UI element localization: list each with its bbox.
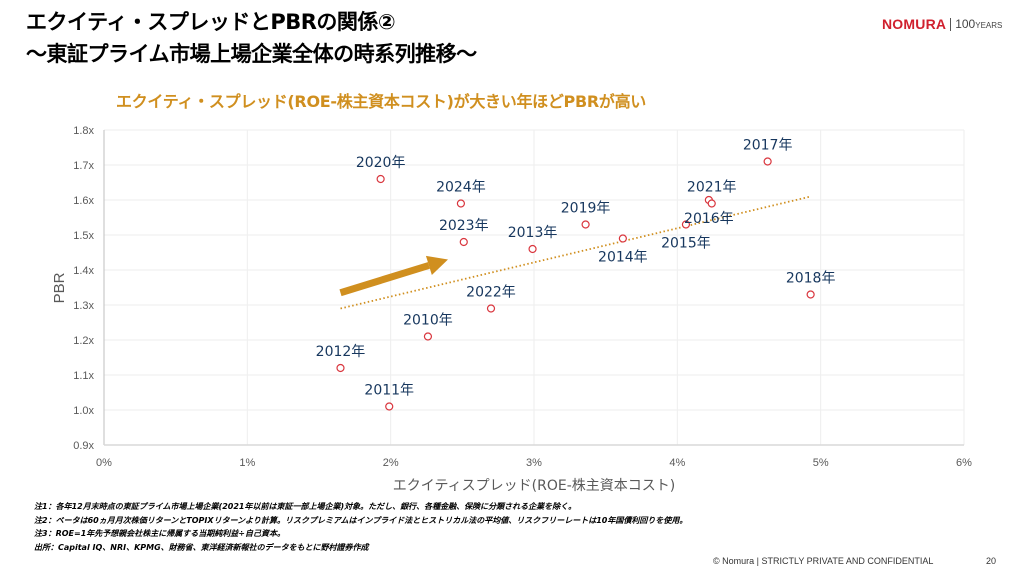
trendline-path xyxy=(340,195,811,310)
confidential-notice: © Nomura | STRICTLY PRIVATE AND CONFIDEN… xyxy=(713,556,934,566)
note-3: 注3：ROE=1年先予想親会社株主に帰属する当期純利益÷自己資本。 xyxy=(34,529,285,538)
page-title-line2: ～東証プライム市場上場企業全体の時系列推移～ xyxy=(26,42,477,66)
footnotes: 注1：各年12月末時点の東証プライム市場上場企業(2021年以前は東証一部上場企… xyxy=(34,500,687,554)
chart-axes xyxy=(103,130,964,446)
y-tick-label: 1.4x xyxy=(73,265,94,277)
y-tick-label: 1.7x xyxy=(73,160,94,172)
y-tick-label: 1.3x xyxy=(73,300,94,312)
point-label: 2016年 xyxy=(684,211,734,227)
point-label: 2019年 xyxy=(561,201,611,217)
trend-arrow-icon xyxy=(339,255,448,297)
point-label: 2022年 xyxy=(466,285,516,301)
arrow-head xyxy=(425,255,448,275)
data-point xyxy=(528,244,537,254)
logo-years-word: YEARS xyxy=(975,21,1003,30)
y-tick-label: 1.6x xyxy=(73,195,94,207)
point-label: 2010年 xyxy=(403,313,453,329)
data-point xyxy=(459,237,468,247)
page-number: 20 xyxy=(986,556,997,566)
x-tick-label: 1% xyxy=(239,457,255,469)
point-label: 2020年 xyxy=(356,155,406,171)
data-point xyxy=(456,199,465,208)
x-tick-label: 5% xyxy=(813,457,829,469)
data-point xyxy=(486,304,496,313)
logo-divider xyxy=(950,17,952,31)
logo-brand: NOMURA xyxy=(882,16,947,32)
data-point xyxy=(581,220,590,229)
scatter-chart: 0.9x 1.0x 1.1x 1.2x 1.3x 1.4x 1.5x 1.6x 1.7x 1.8x… xyxy=(51,125,972,494)
y-tick-label: 1.2x xyxy=(73,335,94,347)
point-label: 2021年 xyxy=(687,180,737,196)
note-source: 出所：Capital IQ、NRI、KPMG、財務省、東洋経済新報社のデータをも… xyxy=(34,542,369,552)
data-point xyxy=(618,234,627,243)
page-title-line1: エクイティ・スプレッドとPBRの関係② xyxy=(26,10,396,34)
point-label: 2011年 xyxy=(364,383,414,399)
y-tick-label: 1.8x xyxy=(73,125,94,137)
x-tick-label: 4% xyxy=(669,457,685,469)
y-tick-label: 0.9x xyxy=(73,440,94,452)
data-point xyxy=(385,402,394,411)
point-label: 2012年 xyxy=(316,344,366,360)
point-label: 2013年 xyxy=(508,225,558,241)
data-point xyxy=(707,199,716,208)
point-label: 2024年 xyxy=(436,180,486,196)
y-tick-label: 1.5x xyxy=(73,230,94,242)
arrow-shaft xyxy=(339,262,430,297)
data-point xyxy=(376,174,385,184)
y-axis-label: PBR xyxy=(51,272,68,303)
logo-years: 100YEARS xyxy=(955,17,1002,31)
point-label: 2015年 xyxy=(661,236,711,252)
note-2: 注2：ベータは60ヵ月月次株価リターンとTOPIXリターンより計算。リスクプレミ… xyxy=(34,515,688,525)
trendline xyxy=(340,195,811,310)
point-label: 2018年 xyxy=(786,271,836,287)
x-axis-label: エクイティスプレッド(ROE-株主資本コスト) xyxy=(393,478,675,494)
point-label: 2014年 xyxy=(598,250,648,266)
y-tick-label: 1.1x xyxy=(73,370,94,382)
data-point xyxy=(423,332,433,341)
x-tick-label: 2% xyxy=(383,457,399,469)
data-point xyxy=(806,290,815,299)
chart-headline: エクイティ・スプレッド(ROE-株主資本コスト)が大きい年ほどPBRが高い xyxy=(116,92,646,111)
nomura-logo: NOMURA 100YEARS xyxy=(882,16,1002,32)
point-labels: 2010年 2011年 2012年 2013年 2014年 2015年 2016年 2017年… xyxy=(316,138,836,399)
data-point xyxy=(336,363,345,373)
data-point xyxy=(681,220,691,229)
logo-years-number: 100 xyxy=(955,17,976,31)
point-label: 2023年 xyxy=(439,218,489,234)
y-axis-ticks: 0.9x 1.0x 1.1x 1.2x 1.3x 1.4x 1.5x 1.6x 1.7x 1.8x xyxy=(73,125,94,452)
data-point xyxy=(763,157,772,166)
x-tick-label: 3% xyxy=(526,457,542,469)
x-axis-ticks: 0% 1% 2% 3% 4% 5% 6% xyxy=(96,457,972,469)
data-points xyxy=(336,157,815,411)
point-label: 2017年 xyxy=(743,138,793,154)
x-tick-label: 0% xyxy=(96,457,112,469)
chart-grid xyxy=(103,129,965,446)
x-tick-label: 6% xyxy=(956,457,972,469)
note-1: 注1：各年12月末時点の東証プライム市場上場企業(2021年以前は東証一部上場企… xyxy=(34,502,577,511)
y-tick-label: 1.0x xyxy=(73,405,94,417)
